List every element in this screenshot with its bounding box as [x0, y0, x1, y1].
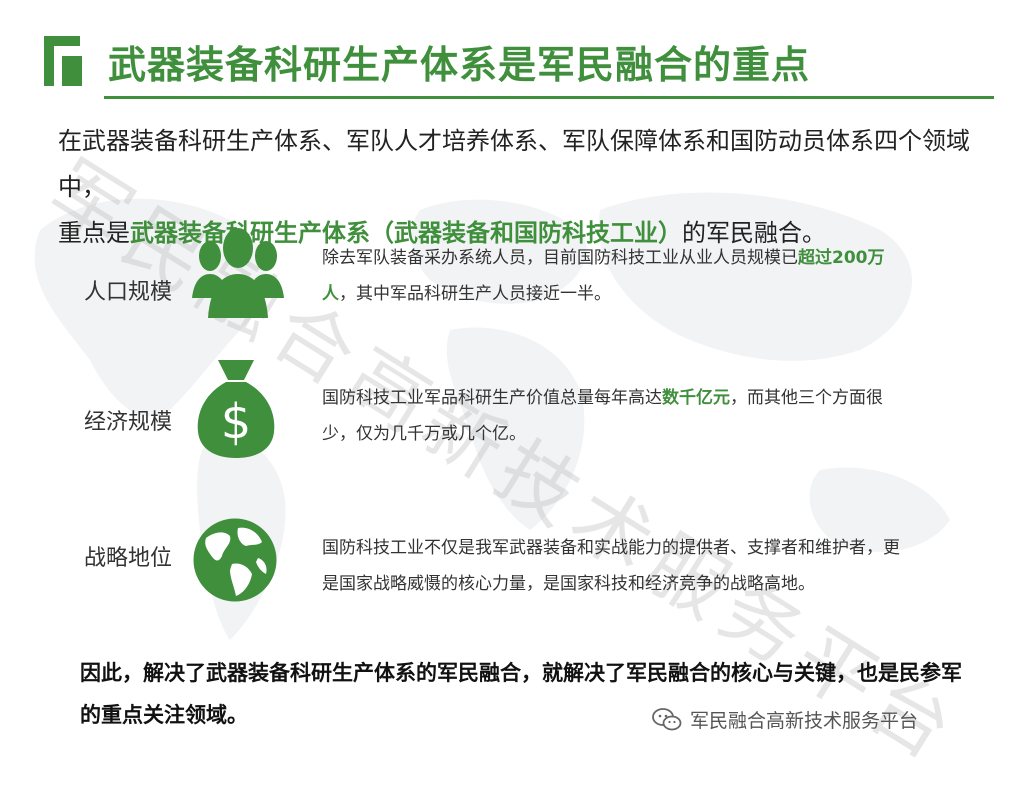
intro-paragraph: 在武器装备科研生产体系、军队人才培养体系、军队保障体系和国防动员体系四个领域中，… — [58, 118, 998, 256]
people-group-icon — [192, 228, 284, 318]
row-text-prefix: 国防科技工业军品科研生产价值总量每年高达 — [322, 388, 662, 408]
money-bag-icon: $ — [197, 360, 275, 458]
title-bracket-icon — [44, 36, 82, 86]
svg-text:$: $ — [221, 394, 252, 450]
intro-highlight: 武器装备科研生产体系（武器装备和国防科技工业） — [130, 219, 682, 247]
row-text-suffix: ，而其他三个方面很少，仅为几千万或几个亿。 — [322, 388, 883, 444]
intro-line-2: 重点是武器装备科研生产体系（武器装备和国防科技工业）的军民融合。 — [58, 210, 998, 256]
row-label-economy: 经济规模 — [84, 410, 173, 435]
footer-source: 军民融合高新技术服务平台 — [652, 706, 918, 733]
intro-suffix: 的军民融合。 — [682, 219, 826, 247]
globe-icon — [193, 518, 277, 602]
row-text-economy: 国防科技工业军品科研生产价值总量每年高达数千亿元，而其他三个方面很少，仅为几千万… — [322, 380, 902, 452]
wechat-icon — [652, 707, 682, 730]
row-text-population: 除去军队装备采办系统人员，目前国防科技工业从业人员规模已超过200万人，其中军品… — [322, 240, 902, 312]
intro-prefix: 重点是 — [58, 219, 130, 247]
row-text-highlight: 数千亿元 — [662, 388, 730, 408]
intro-line-1: 在武器装备科研生产体系、军队人才培养体系、军队保障体系和国防动员体系四个领域中， — [58, 127, 970, 201]
row-label-population: 人口规模 — [84, 280, 173, 305]
row-label-strategy: 战略地位 — [84, 546, 173, 571]
footer-text: 军民融合高新技术服务平台 — [690, 710, 919, 732]
row-text-strategy: 国防科技工业不仅是我军武器装备和实战能力的提供者、支撑者和维护者，更是国家战略威… — [322, 538, 900, 594]
slide-title: 武器装备科研生产体系是军民融合的重点 — [108, 43, 811, 87]
row-text-suffix: ，其中军品科研生产人员接近一半。 — [339, 284, 611, 304]
row-text-highlight: 超过200万人 — [322, 248, 885, 304]
title-underline — [104, 96, 994, 99]
row-text-prefix: 除去军队装备采办系统人员，目前国防科技工业从业人员规模已 — [322, 248, 798, 268]
conclusion-text: 因此，解决了武器装备科研生产体系的军民融合，就解决了军民融合的核心与关键，也是民… — [80, 661, 962, 727]
